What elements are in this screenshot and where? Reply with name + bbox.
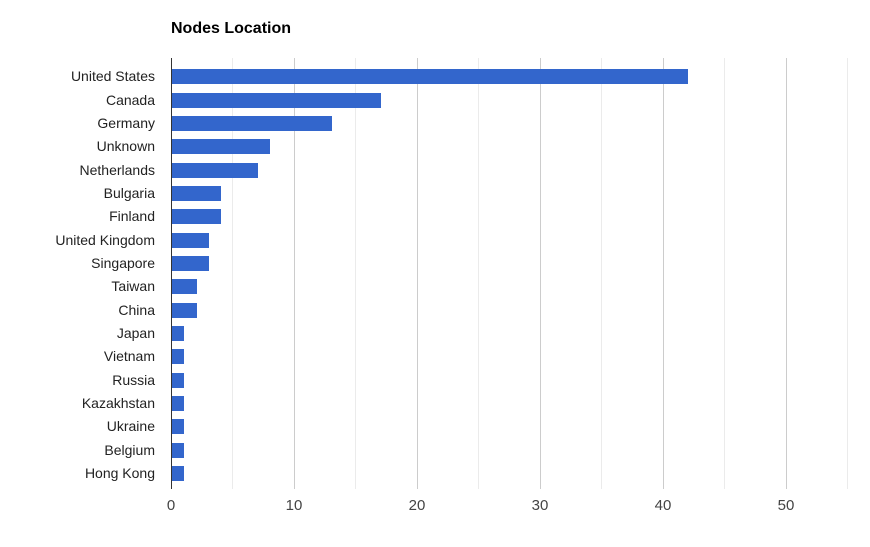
category-label-finland: Finland bbox=[109, 208, 155, 224]
category-label-united-kingdom: United Kingdom bbox=[55, 232, 155, 248]
category-label-belgium: Belgium bbox=[104, 442, 155, 458]
chart-title: Nodes Location bbox=[171, 20, 292, 37]
category-label-kazakhstan: Kazakhstan bbox=[81, 395, 155, 411]
bar-vietnam bbox=[172, 349, 184, 364]
bar-kazakhstan bbox=[172, 396, 184, 411]
y-axis-line bbox=[171, 58, 172, 489]
category-label-germany: Germany bbox=[97, 115, 155, 131]
bar-singapore bbox=[172, 256, 209, 271]
x-tick-label-30: 30 bbox=[531, 497, 549, 514]
bar-netherlands bbox=[172, 163, 258, 178]
gridline-major bbox=[540, 58, 541, 489]
bar-russia bbox=[172, 373, 184, 388]
category-label-canada: Canada bbox=[105, 92, 155, 108]
category-label-united-states: United States bbox=[70, 68, 155, 84]
category-label-hong-kong: Hong Kong bbox=[84, 465, 155, 481]
bar-belgium bbox=[172, 443, 184, 458]
category-label-unknown: Unknown bbox=[96, 138, 155, 154]
category-label-bulgaria: Bulgaria bbox=[103, 185, 155, 201]
category-label-china: China bbox=[118, 302, 155, 318]
bar-bulgaria bbox=[172, 186, 221, 201]
gridline-minor bbox=[478, 58, 479, 489]
bar-canada bbox=[172, 93, 381, 108]
x-tick-label-0: 0 bbox=[166, 497, 176, 514]
x-tick-label-10: 10 bbox=[285, 497, 303, 514]
gridline-major bbox=[663, 58, 664, 489]
bar-united-states bbox=[172, 69, 688, 84]
gridline-minor bbox=[724, 58, 725, 489]
plot-area bbox=[171, 58, 848, 489]
category-label-vietnam: Vietnam bbox=[103, 348, 155, 364]
category-label-russia: Russia bbox=[112, 372, 155, 388]
gridline-minor bbox=[355, 58, 356, 489]
gridline-minor bbox=[847, 58, 848, 489]
bar-germany bbox=[172, 116, 332, 131]
bar-japan bbox=[172, 326, 184, 341]
x-tick-label-20: 20 bbox=[408, 497, 426, 514]
bar-taiwan bbox=[172, 279, 197, 294]
x-tick-label-40: 40 bbox=[654, 497, 672, 514]
bar-china bbox=[172, 303, 197, 318]
gridline-minor bbox=[232, 58, 233, 489]
bar-hong-kong bbox=[172, 466, 184, 481]
category-label-japan: Japan bbox=[116, 325, 155, 341]
gridline-minor bbox=[601, 58, 602, 489]
bar-finland bbox=[172, 209, 221, 224]
category-label-taiwan: Taiwan bbox=[111, 278, 155, 294]
category-axis-labels: United States Canada Germany Unknown Netherl… bbox=[0, 65, 155, 485]
category-label-ukraine: Ukraine bbox=[106, 418, 155, 434]
x-tick-label-50: 50 bbox=[777, 497, 795, 514]
gridline-major bbox=[786, 58, 787, 489]
gridline-major bbox=[417, 58, 418, 489]
gridline-major bbox=[294, 58, 295, 489]
category-label-singapore: Singapore bbox=[91, 255, 155, 271]
bar-united-kingdom bbox=[172, 233, 209, 248]
category-label-netherlands: Netherlands bbox=[79, 162, 156, 178]
bar-unknown bbox=[172, 139, 270, 154]
bar-ukraine bbox=[172, 419, 184, 434]
